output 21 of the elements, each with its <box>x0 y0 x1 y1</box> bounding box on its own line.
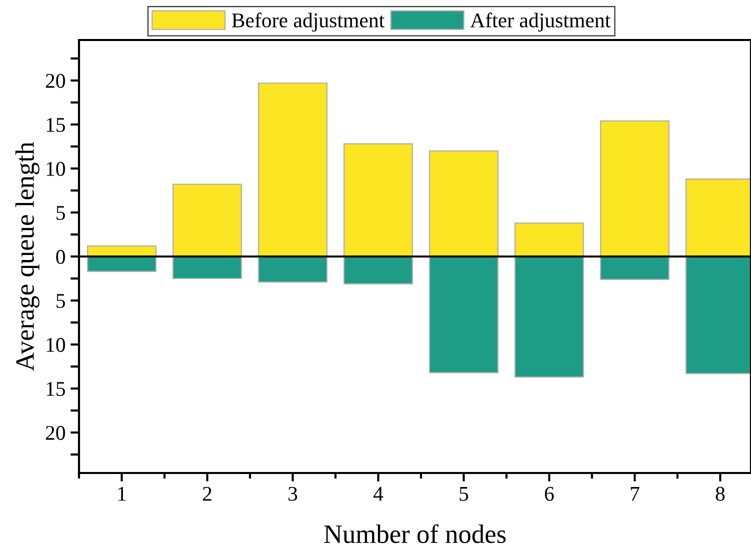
legend-label: Before adjustment <box>232 12 385 32</box>
x-tick-label: 2 <box>202 486 212 501</box>
y-tick-label: 20 <box>46 74 66 88</box>
y-axis-title: Average queue length <box>15 142 40 372</box>
x-tick-label: 8 <box>716 486 725 501</box>
x-tick-label: 3 <box>288 486 298 501</box>
x-tick-label: 7 <box>630 487 640 501</box>
y-tick-label: 15 <box>46 118 65 132</box>
x-axis-title: Number of nodes <box>324 524 506 544</box>
x-tick-label: 6 <box>544 486 554 501</box>
legend-label: After adjustment <box>470 12 611 32</box>
x-tick-label: 5 <box>460 487 468 501</box>
y-tick-label: 15 <box>46 382 65 396</box>
y-tick-label: 0 <box>56 250 66 264</box>
x-tick-label: 4 <box>373 486 384 501</box>
x-tick-label: 1 <box>118 486 126 501</box>
y-tick-label: 10 <box>46 338 66 352</box>
y-tick-label: 20 <box>46 426 66 440</box>
y-tick-label: 5 <box>56 206 65 220</box>
y-tick-label: 5 <box>56 294 65 308</box>
y-tick-label: 10 <box>46 162 66 176</box>
